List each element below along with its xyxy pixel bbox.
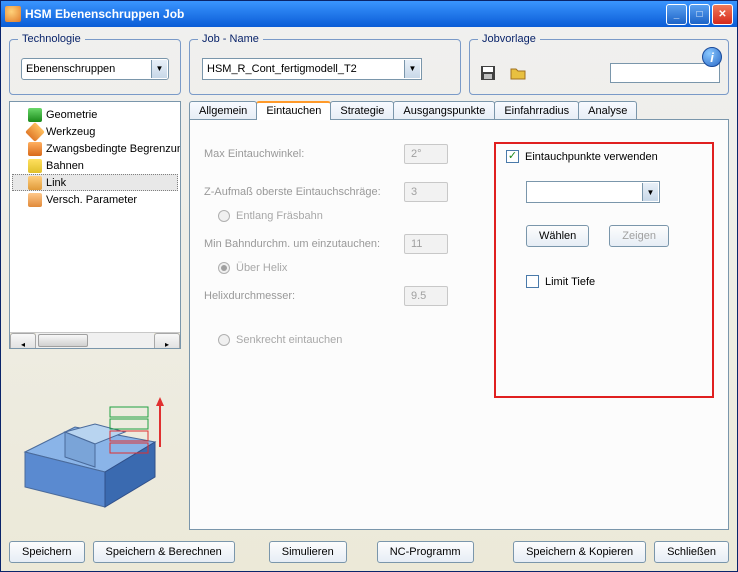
max-eintauchwinkel-label: Max Eintauchwinkel: — [204, 148, 404, 160]
app-icon — [5, 6, 21, 22]
orange2-icon — [28, 142, 42, 156]
tree-item-bahnen[interactable]: Bahnen — [12, 157, 178, 174]
jobname-legend: Job - Name — [198, 33, 263, 45]
tree-item-versch-parameter[interactable]: Versch. Parameter — [12, 191, 178, 208]
tab-ausgangspunkte[interactable]: Ausgangspunkte — [393, 101, 495, 120]
save-icon[interactable] — [478, 63, 498, 83]
simulieren-button[interactable]: Simulieren — [269, 541, 347, 563]
max-eintauchwinkel-field: 2° — [404, 144, 448, 164]
speichern-berechnen-button[interactable]: Speichern & Berechnen — [93, 541, 235, 563]
helixdurchmesser-label: Helixdurchmesser: — [204, 290, 404, 302]
preview-pane — [9, 353, 181, 531]
nav-tree: GeometrieWerkzeugZwangsbedingte Begrenzu… — [9, 101, 181, 349]
green-icon — [28, 108, 42, 122]
tree-item-zwangsbedingte-begrenzung[interactable]: Zwangsbedingte Begrenzung — [12, 140, 178, 157]
helixdurchmesser-field: 9.5 — [404, 286, 448, 306]
senkrecht-radio: Senkrecht eintauchen — [218, 334, 488, 346]
tree-scrollbar[interactable]: ◂ ▸ — [10, 332, 180, 348]
limit-tiefe-label: Limit Tiefe — [545, 276, 595, 288]
technologie-group: Technologie Ebenenschruppen ▼ — [9, 33, 181, 95]
schliessen-button[interactable]: Schließen — [654, 541, 729, 563]
maximize-button[interactable]: □ — [689, 4, 710, 25]
open-icon[interactable] — [508, 63, 528, 83]
info-icon[interactable]: i — [702, 47, 722, 67]
check-icon: ✓ — [506, 150, 519, 163]
close-button[interactable]: ✕ — [712, 4, 733, 25]
tab-eintauchen[interactable]: Eintauchen — [256, 101, 331, 120]
entlang-radio: Entlang Fräsbahn — [218, 210, 488, 222]
eintauchpunkte-box: ✓ Eintauchpunkte verwenden ▼ Wählen Zeig… — [494, 142, 714, 398]
technologie-combo[interactable]: Ebenenschruppen ▼ — [21, 58, 169, 80]
eintauchpunkte-checkbox[interactable]: ✓ Eintauchpunkte verwenden — [506, 150, 702, 163]
chevron-down-icon: ▼ — [404, 60, 420, 78]
misc-icon — [28, 193, 42, 207]
tab-allgemein[interactable]: Allgemein — [189, 101, 257, 120]
limit-tiefe-checkbox[interactable]: Limit Tiefe — [526, 275, 702, 288]
tab-strategie[interactable]: Strategie — [330, 101, 394, 120]
jobname-value: HSM_R_Cont_fertigmodell_T2 — [207, 63, 357, 75]
window-title: HSM Ebenenschruppen Job — [25, 7, 664, 21]
jobname-combo[interactable]: HSM_R_Cont_fertigmodell_T2 ▼ — [202, 58, 422, 80]
tab-panel: Max Eintauchwinkel: 2° Z-Aufmaß oberste … — [189, 119, 729, 530]
technologie-value: Ebenenschruppen — [26, 63, 115, 75]
speichern-kopieren-button[interactable]: Speichern & Kopieren — [513, 541, 646, 563]
bottom-bar: Speichern Speichern & Berechnen Simulier… — [9, 541, 729, 563]
tab-analyse[interactable]: Analyse — [578, 101, 637, 120]
chevron-down-icon: ▼ — [151, 60, 167, 78]
dialog-window: HSM Ebenenschruppen Job _ □ ✕ Technologi… — [0, 0, 738, 572]
scroll-right-icon[interactable]: ▸ — [154, 333, 180, 349]
waehlen-button[interactable]: Wählen — [526, 225, 589, 247]
helix-radio: Über Helix — [218, 262, 488, 274]
jobname-group: Job - Name HSM_R_Cont_fertigmodell_T2 ▼ — [189, 33, 461, 95]
z-aufmass-label: Z-Aufmaß oberste Eintauchschräge: — [204, 186, 404, 198]
zeigen-button: Zeigen — [609, 225, 669, 247]
scroll-thumb[interactable] — [38, 334, 88, 347]
form-left: Max Eintauchwinkel: 2° Z-Aufmaß oberste … — [204, 142, 488, 515]
content-area: Technologie Ebenenschruppen ▼ Job - Name… — [1, 27, 737, 571]
tree-item-werkzeug[interactable]: Werkzeug — [12, 123, 178, 140]
scroll-left-icon[interactable]: ◂ — [10, 333, 36, 349]
orange-icon — [25, 122, 45, 142]
min-bahndurchm-label: Min Bahndurchm. um einzutauchen: — [204, 238, 404, 250]
checkbox-icon — [526, 275, 539, 288]
tab-einfahrradius[interactable]: Einfahrradius — [494, 101, 579, 120]
minimize-button[interactable]: _ — [666, 4, 687, 25]
nc-programm-button[interactable]: NC-Programm — [377, 541, 474, 563]
left-column: GeometrieWerkzeugZwangsbedingte Begrenzu… — [9, 101, 181, 531]
top-row: Technologie Ebenenschruppen ▼ Job - Name… — [9, 33, 729, 95]
yellow-icon — [28, 159, 42, 173]
tree-item-link[interactable]: Link — [12, 174, 178, 191]
mid-row: GeometrieWerkzeugZwangsbedingte Begrenzu… — [9, 101, 729, 531]
eintauchpunkte-combo[interactable]: ▼ — [526, 181, 660, 203]
min-bahndurchm-field: 11 — [404, 234, 448, 254]
technologie-legend: Technologie — [18, 33, 85, 45]
jobvorlage-legend: Jobvorlage — [478, 33, 540, 45]
preview-icon — [15, 372, 175, 512]
speichern-button[interactable]: Speichern — [9, 541, 85, 563]
z-aufmass-field: 3 — [404, 182, 448, 202]
chevron-down-icon: ▼ — [642, 183, 658, 201]
jobvorlage-group: Jobvorlage i — [469, 33, 729, 95]
titlebar: HSM Ebenenschruppen Job _ □ ✕ — [1, 1, 737, 27]
right-column: AllgemeinEintauchenStrategieAusgangspunk… — [189, 101, 729, 531]
scroll-track[interactable] — [36, 333, 154, 348]
tab-bar: AllgemeinEintauchenStrategieAusgangspunk… — [189, 101, 729, 120]
link-icon — [28, 176, 42, 190]
jobvorlage-field[interactable] — [610, 63, 720, 83]
tree-item-geometrie[interactable]: Geometrie — [12, 106, 178, 123]
eintauchpunkte-label: Eintauchpunkte verwenden — [525, 151, 658, 163]
